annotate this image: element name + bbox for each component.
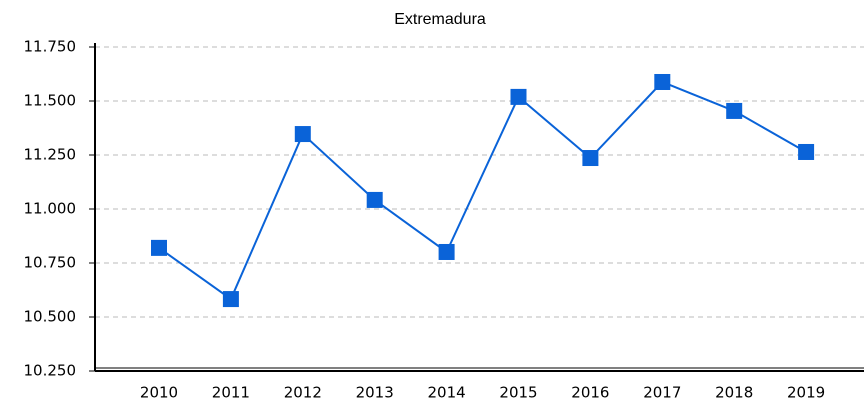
marker: [510, 88, 527, 105]
y-tick-label: 10.500: [24, 308, 77, 326]
series-line: [158, 80, 807, 301]
marker: [294, 126, 311, 143]
x-tick-label: 2012: [284, 384, 322, 402]
x-tick-label: 2019: [787, 384, 825, 402]
x-tick-label: 2010: [140, 384, 178, 402]
marker: [798, 143, 815, 160]
x-tick-label: 2014: [428, 384, 466, 402]
y-tick-label: 10.250: [24, 362, 77, 380]
x-tick-label: 2015: [499, 384, 537, 402]
y-tick-label: 10.750: [24, 254, 77, 272]
y-tick-label: 11.250: [24, 146, 77, 164]
x-tick-label: 2018: [715, 384, 753, 402]
x-tick-label: 2016: [571, 384, 609, 402]
marker: [366, 191, 383, 208]
marker: [438, 243, 455, 260]
marker: [582, 150, 599, 167]
y-tick-label: 11.500: [24, 92, 77, 110]
x-tick-label: 2017: [643, 384, 681, 402]
marker: [222, 291, 239, 308]
marker: [151, 239, 167, 256]
x-tick-label: 2011: [212, 384, 250, 402]
marker: [654, 73, 671, 90]
x-tick-label: 2013: [356, 384, 394, 402]
chart-title: Extremadura: [394, 11, 486, 28]
marker: [726, 102, 743, 119]
y-tick-label: 11.750: [24, 38, 77, 56]
y-tick-label: 11.000: [24, 200, 77, 218]
